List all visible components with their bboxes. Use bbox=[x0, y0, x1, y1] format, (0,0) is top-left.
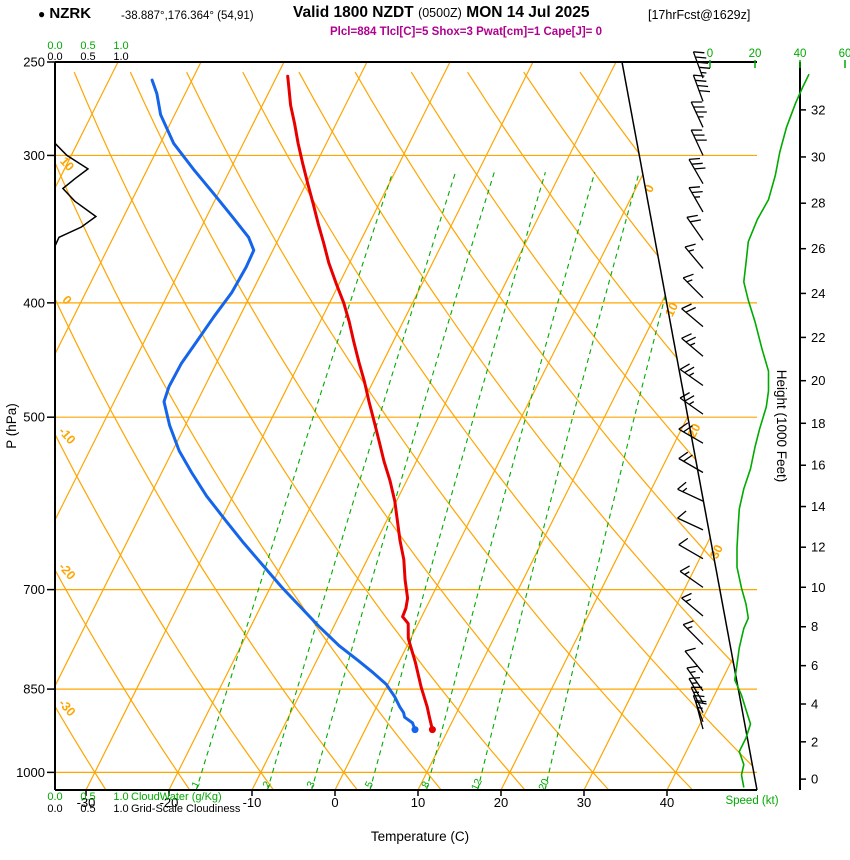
svg-text:8: 8 bbox=[419, 779, 432, 790]
svg-text:400: 400 bbox=[23, 295, 45, 310]
svg-text:1: 1 bbox=[189, 779, 202, 790]
wind-barbs bbox=[677, 51, 711, 730]
svg-text:20: 20 bbox=[536, 777, 552, 793]
svg-text:0.0: 0.0 bbox=[47, 51, 62, 63]
station-header: ● NZRK bbox=[38, 5, 91, 22]
station-bullet-icon: ● bbox=[38, 7, 46, 21]
svg-text:14: 14 bbox=[811, 499, 825, 514]
svg-text:2: 2 bbox=[260, 779, 273, 790]
svg-text:10: 10 bbox=[411, 795, 425, 810]
svg-text:16: 16 bbox=[811, 458, 825, 473]
svg-text:20: 20 bbox=[494, 795, 508, 810]
svg-text:10: 10 bbox=[811, 580, 825, 595]
svg-text:18: 18 bbox=[811, 416, 825, 431]
svg-text:30: 30 bbox=[707, 542, 726, 561]
svg-text:0.0: 0.0 bbox=[47, 791, 62, 803]
svg-text:0.5: 0.5 bbox=[80, 791, 95, 803]
svg-text:0.5: 0.5 bbox=[80, 51, 95, 63]
svg-text:30: 30 bbox=[811, 149, 825, 164]
wind-speed-profile bbox=[733, 73, 810, 788]
station-id: NZRK bbox=[49, 5, 92, 22]
svg-text:0: 0 bbox=[811, 772, 818, 787]
mixing-ratio-lines bbox=[195, 172, 699, 790]
svg-text:6: 6 bbox=[811, 658, 818, 673]
svg-text:20: 20 bbox=[811, 373, 825, 388]
cloudiness-profile bbox=[54, 142, 98, 247]
svg-text:28: 28 bbox=[811, 196, 825, 211]
temperature-axis: -30 -20 -10 0 10 20 30 40 bbox=[77, 790, 674, 810]
svg-text:12: 12 bbox=[811, 540, 825, 555]
dry-adiabat-labels: 100-10-20-30 bbox=[56, 154, 79, 719]
station-coords: -38.887°,176.364° (54,91) bbox=[121, 10, 254, 22]
temperature-curve bbox=[286, 74, 436, 734]
dewpoint-curve bbox=[150, 78, 419, 734]
isotherm-lines bbox=[55, 62, 757, 790]
height-axis-title: Height (1000 Feet) bbox=[774, 370, 789, 483]
forecast-hour: [17hrFcst@1629z] bbox=[648, 8, 751, 22]
axis-titles: P (hPa) Temperature (C) Height (1000 Feet)… bbox=[4, 370, 789, 844]
svg-text:0: 0 bbox=[707, 48, 713, 60]
svg-text:500: 500 bbox=[23, 410, 45, 425]
surface-temperature-dot bbox=[428, 726, 436, 734]
svg-text:0.0: 0.0 bbox=[47, 803, 62, 815]
svg-text:1.0: 1.0 bbox=[113, 51, 128, 63]
plot-border bbox=[54, 61, 758, 791]
svg-text:0.5: 0.5 bbox=[80, 803, 95, 815]
svg-text:4: 4 bbox=[811, 697, 818, 712]
svg-text:24: 24 bbox=[811, 286, 825, 301]
svg-text:-20: -20 bbox=[160, 795, 179, 810]
sounding-indices: Plcl=884 Tlcl[C]=5 Shox=3 Pwat[cm]=1 Cap… bbox=[330, 26, 602, 38]
svg-text:-30: -30 bbox=[77, 795, 96, 810]
mixing-ratio-labels: 1 2 3 5 8 12 20 bbox=[189, 777, 552, 793]
svg-text:1.0: 1.0 bbox=[113, 40, 128, 52]
svg-text:40: 40 bbox=[660, 795, 674, 810]
speed-axis-title: Speed (kt) bbox=[725, 795, 778, 807]
svg-text:26: 26 bbox=[811, 241, 825, 256]
svg-text:40: 40 bbox=[794, 48, 807, 60]
svg-text:0.0: 0.0 bbox=[47, 40, 62, 52]
svg-text:8: 8 bbox=[811, 619, 818, 634]
valid-zulu: (0500Z) bbox=[418, 6, 462, 20]
svg-text:300: 300 bbox=[23, 148, 45, 163]
svg-text:0: 0 bbox=[641, 182, 657, 195]
svg-text:700: 700 bbox=[23, 582, 45, 597]
svg-text:850: 850 bbox=[23, 682, 45, 697]
speed-axis: 0 20 40 60 bbox=[707, 48, 850, 68]
valid-date: MON 14 Jul 2025 bbox=[466, 4, 590, 21]
svg-text:10: 10 bbox=[57, 154, 77, 174]
svg-text:2: 2 bbox=[811, 734, 818, 749]
svg-text:12: 12 bbox=[469, 777, 485, 793]
valid-main: Valid 1800 NZDT bbox=[293, 4, 414, 21]
svg-text:1000: 1000 bbox=[16, 765, 45, 780]
svg-text:1.0: 1.0 bbox=[113, 803, 128, 815]
svg-text:-10: -10 bbox=[243, 795, 262, 810]
svg-text:0: 0 bbox=[331, 795, 338, 810]
svg-text:1.0: 1.0 bbox=[113, 791, 128, 803]
valid-time: Valid 1800 NZDT (0500Z) MON 14 Jul 2025 bbox=[293, 4, 590, 22]
svg-text:3: 3 bbox=[304, 779, 317, 790]
svg-text:32: 32 bbox=[811, 102, 825, 117]
svg-text:250: 250 bbox=[23, 55, 45, 70]
temperature-axis-title: Temperature (C) bbox=[371, 829, 469, 844]
svg-text:30: 30 bbox=[577, 795, 591, 810]
svg-text:5: 5 bbox=[363, 779, 376, 790]
svg-text:0: 0 bbox=[59, 293, 74, 308]
cloud-scales: 0.00.00.00.00.50.50.50.51.01.01.01.0Clou… bbox=[47, 40, 241, 815]
svg-text:60: 60 bbox=[839, 48, 850, 60]
svg-text:22: 22 bbox=[811, 330, 825, 345]
svg-text:20: 20 bbox=[749, 48, 762, 60]
svg-text:0.5: 0.5 bbox=[80, 40, 95, 52]
cloudiness-label: Grid-Scale Cloudiness bbox=[131, 803, 241, 815]
dry-adiabat-lines bbox=[55, 71, 757, 790]
surface-dewpoint-dot bbox=[411, 726, 419, 734]
svg-text:-30: -30 bbox=[56, 696, 79, 719]
svg-text:20: 20 bbox=[685, 421, 704, 440]
cloudwater-label: CloudWater (g/Kg) bbox=[131, 791, 222, 803]
svg-text:-20: -20 bbox=[56, 560, 79, 583]
pressure-axis: 250 300 400 500 700 850 1000 bbox=[16, 55, 55, 780]
pressure-axis-title: P (hPa) bbox=[4, 403, 19, 449]
